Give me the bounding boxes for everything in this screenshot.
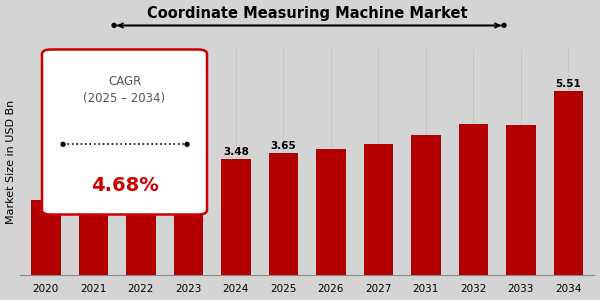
Bar bbox=[31, 200, 61, 275]
Bar bbox=[221, 159, 251, 275]
Bar bbox=[411, 135, 440, 275]
Text: 3.65: 3.65 bbox=[271, 141, 296, 151]
Bar bbox=[173, 172, 203, 275]
Text: ●: ● bbox=[183, 142, 190, 148]
Text: ●: ● bbox=[501, 22, 507, 28]
Text: ●: ● bbox=[59, 142, 66, 148]
Text: 4.68%: 4.68% bbox=[91, 176, 158, 195]
Title: Coordinate Measuring Machine Market: Coordinate Measuring Machine Market bbox=[147, 6, 467, 21]
Bar bbox=[269, 153, 298, 275]
Y-axis label: Market Size in USD Bn: Market Size in USD Bn bbox=[5, 99, 16, 224]
Bar bbox=[506, 125, 536, 275]
Bar bbox=[554, 91, 583, 275]
Bar bbox=[79, 194, 108, 275]
Bar bbox=[126, 184, 155, 275]
Bar bbox=[316, 149, 346, 275]
Text: 3.48: 3.48 bbox=[223, 147, 249, 157]
Text: ●: ● bbox=[111, 22, 117, 28]
Text: CAGR
(2025 – 2034): CAGR (2025 – 2034) bbox=[83, 75, 166, 105]
Text: 5.51: 5.51 bbox=[556, 79, 581, 89]
Bar bbox=[364, 144, 393, 275]
Bar bbox=[458, 124, 488, 275]
